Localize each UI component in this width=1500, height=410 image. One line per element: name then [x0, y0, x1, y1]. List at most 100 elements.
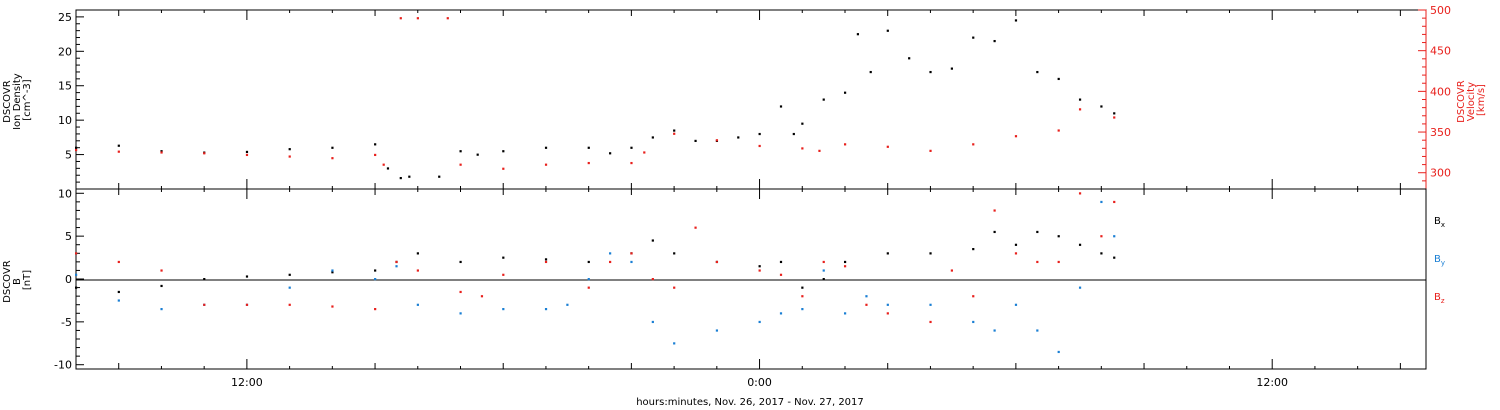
velocity-point: [331, 157, 334, 160]
bx-point: [651, 239, 654, 242]
velocity-point: [758, 144, 761, 148]
by-point: [160, 308, 163, 311]
velocity-point: [673, 132, 676, 135]
by-point: [779, 312, 783, 315]
by-point: [75, 273, 78, 276]
b-tick-label: -10: [54, 359, 72, 372]
by-point: [758, 320, 761, 324]
ion-density-point: [1100, 105, 1103, 108]
by-point: [1078, 286, 1082, 289]
legend-bx: Bx: [1434, 216, 1445, 229]
by-point: [1057, 350, 1060, 354]
ion-density-point: [438, 175, 441, 178]
velocity-point: [459, 163, 462, 166]
velocity-tick-label: 500: [1430, 4, 1451, 17]
b-tick-label: 10: [58, 187, 72, 200]
bx-point: [1113, 256, 1116, 259]
ion-density-point: [160, 150, 163, 153]
velocity-point: [972, 143, 975, 146]
density-tick-label: 10: [58, 114, 72, 127]
bz-point: [758, 269, 761, 272]
ion-density-point: [908, 57, 911, 60]
bz-point: [886, 312, 889, 315]
bx-point: [758, 265, 761, 268]
by-point: [972, 320, 975, 324]
bz-point: [288, 303, 291, 306]
legend-by: By: [1434, 254, 1445, 267]
velocity-point: [818, 149, 821, 152]
bz-point: [374, 308, 377, 311]
bz-point: [694, 226, 697, 229]
velocity-point: [1057, 129, 1060, 132]
ion-density-point: [544, 146, 548, 149]
velocity-point: [587, 161, 590, 165]
bz-point: [160, 269, 163, 272]
ion-density-point: [822, 98, 825, 101]
ion-density-point: [779, 105, 783, 108]
bx-point: [245, 275, 249, 278]
density-tick-label: 20: [58, 45, 72, 58]
velocity-tick-label: 400: [1430, 85, 1451, 98]
bz-point: [587, 286, 590, 289]
velocity-point: [1014, 135, 1018, 138]
by-point: [1113, 235, 1116, 238]
density-velocity-panel: 25 20 15 10 5 500 450 400 350 300 DSCOVR Ion Den…: [2, 4, 1487, 190]
by-series: [75, 200, 1116, 354]
ion-density-point: [459, 150, 462, 153]
ion-density-point: [1113, 112, 1116, 115]
ion-density-point: [245, 150, 249, 154]
legend-bz: Bz: [1434, 292, 1445, 305]
ion-density-point: [1057, 77, 1060, 81]
bx-point: [801, 286, 804, 289]
bz-point: [843, 265, 847, 268]
bz-point: [75, 252, 78, 255]
bx-point: [1014, 243, 1018, 246]
bz-point: [395, 260, 398, 264]
ion-density-point: [886, 29, 889, 32]
top-panel-data: [75, 17, 1116, 180]
by-point: [865, 295, 868, 298]
by-point: [609, 252, 612, 255]
by-point: [395, 265, 398, 268]
density-axis: 25 20 15 10 5: [58, 11, 84, 183]
by-point: [822, 269, 825, 272]
velocity-tick-label: 300: [1430, 167, 1451, 180]
by-point: [1014, 303, 1018, 306]
ion-density-point: [758, 132, 761, 136]
by-point: [331, 269, 334, 272]
b-legend: Bx By Bz: [1434, 216, 1445, 305]
ion-density-point: [694, 139, 697, 143]
velocity-point: [399, 17, 402, 20]
by-point: [587, 278, 590, 281]
time-axis: 12:00 0:00 12:00: [75, 10, 1401, 389]
by-point: [544, 308, 548, 311]
velocity-point: [446, 17, 449, 20]
velocity-point: [801, 147, 804, 150]
ion-density-point: [792, 132, 795, 136]
bz-point: [801, 295, 804, 298]
ion-density-point: [673, 129, 676, 132]
ion-density-point: [1036, 70, 1039, 74]
density-tick-label: 25: [58, 11, 72, 24]
velocity-point: [544, 163, 548, 166]
bottom-panel-frame: [75, 188, 1427, 370]
velocity-point: [416, 17, 419, 20]
bx-point: [587, 260, 590, 264]
velocity-point: [203, 152, 206, 155]
b-tick-label: -5: [61, 316, 72, 329]
ion-density-point: [929, 70, 932, 74]
ion-density-point: [587, 146, 590, 149]
by-point: [929, 303, 932, 306]
bx-point: [160, 284, 163, 288]
ion-density-point: [630, 146, 633, 149]
ion-density-point: [117, 144, 120, 147]
bz-point: [480, 295, 484, 298]
ion-density-point: [856, 33, 860, 36]
velocity-point: [117, 150, 120, 153]
velocity-point: [643, 151, 646, 154]
bz-point: [544, 260, 548, 264]
ion-density-point: [950, 67, 953, 70]
ion-density-point: [1014, 19, 1018, 22]
magnetic-field-panel: 10 5 0 -5 -10 Bx By Bz DSCOVR B [nT]: [2, 187, 1445, 371]
